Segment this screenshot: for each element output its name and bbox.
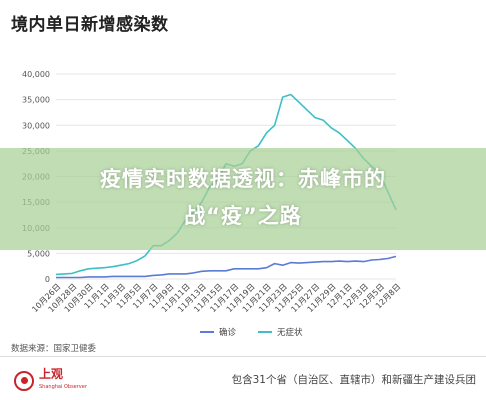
y-tick-label: 30,000: [22, 121, 50, 130]
y-tick-label: 35,000: [22, 96, 50, 105]
logo-subtitle: Shanghai Observer: [39, 384, 87, 390]
legend: 确诊 无症状: [200, 327, 303, 338]
y-tick-label: 40,000: [22, 70, 50, 79]
legend-label: 确诊: [219, 327, 237, 338]
logo-text: 上观: [39, 367, 64, 381]
series-line-confirmed: [56, 255, 397, 279]
chart-title: 境内单日新增感染数: [11, 15, 169, 35]
y-tick-label: 0: [45, 275, 50, 284]
footer-divider: [0, 356, 486, 357]
footer-note: 包含31个省（自治区、直辖市）和新疆生产建设兵团: [231, 374, 476, 386]
overlay-headline-line2: 战“疫”之路: [184, 204, 302, 228]
publisher-logo: 上观 Shanghai Observer: [14, 368, 87, 393]
data-source: 数据来源：国家卫健委: [11, 344, 97, 354]
legend-label: 无症状: [277, 327, 303, 338]
logo-circle-icon: [14, 370, 34, 391]
overlay-banner: [0, 148, 486, 250]
x-axis-ticks: 10月26日10月28日10月30日11月1日11月3日11月5日11月7日11…: [30, 282, 402, 314]
overlay-headline-line1: 疫情实时数据透视：赤峰市的: [100, 167, 386, 191]
y-tick-label: 5,000: [27, 249, 50, 258]
